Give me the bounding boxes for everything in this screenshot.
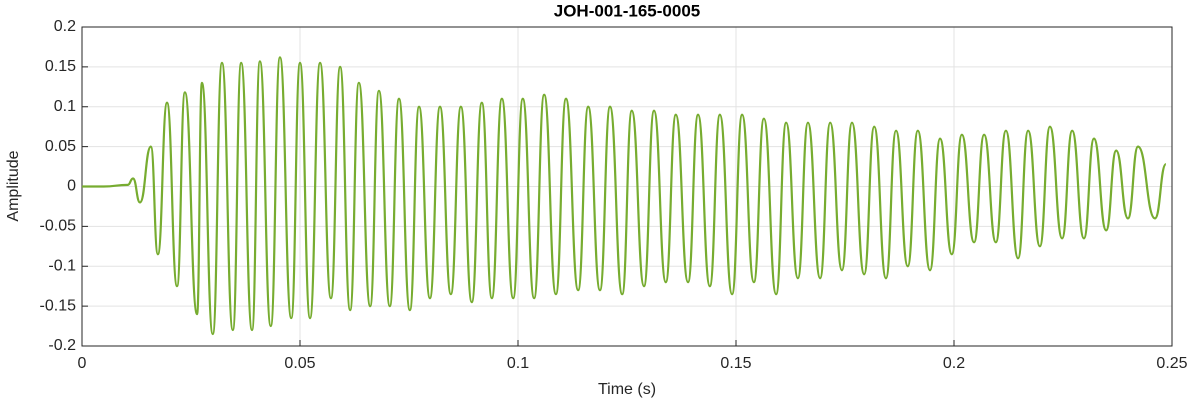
y-tick-label: -0.2 xyxy=(48,337,76,354)
x-tick-label: 0 xyxy=(78,355,87,372)
y-tick-label: -0.05 xyxy=(40,218,77,235)
y-tick-label: 0.15 xyxy=(45,58,76,75)
x-tick-label: 0.25 xyxy=(1156,355,1187,372)
x-tick-label: 0.2 xyxy=(943,355,965,372)
x-tick-label: 0.1 xyxy=(507,355,529,372)
x-tick-label: 0.15 xyxy=(720,355,751,372)
y-tick-label: -0.15 xyxy=(40,297,77,314)
y-tick-label: 0 xyxy=(67,178,76,195)
x-axis-label: Time (s) xyxy=(598,381,656,398)
y-tick-label: 0.2 xyxy=(54,18,76,35)
y-tick-label: -0.1 xyxy=(48,257,76,274)
x-tick-label: 0.05 xyxy=(284,355,315,372)
waveform xyxy=(82,56,1167,336)
y-tick-label: 0.05 xyxy=(45,138,76,155)
y-axis-label: Amplitude xyxy=(5,150,22,221)
chart-title: JOH-001-165-0005 xyxy=(554,1,700,20)
y-tick-label: 0.1 xyxy=(54,98,76,115)
